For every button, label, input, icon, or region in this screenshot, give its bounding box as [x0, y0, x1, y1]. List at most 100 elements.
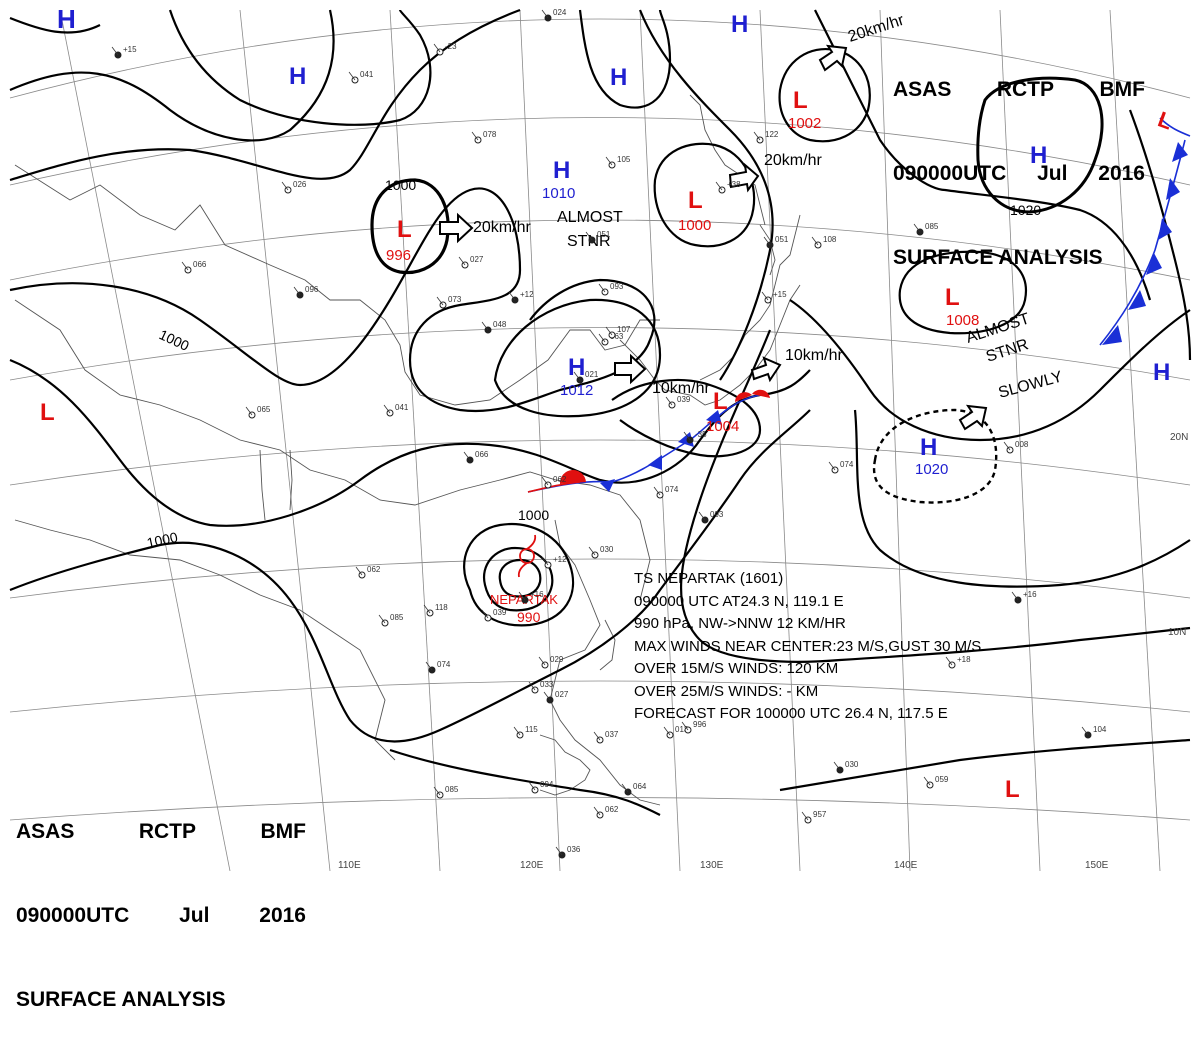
- isobar-label: 1020: [1010, 202, 1041, 218]
- header-line-3: SURFACE ANALYSIS: [16, 986, 306, 1014]
- station-value: 059: [935, 775, 949, 784]
- wind-barb: [761, 291, 769, 301]
- station-value: 093: [710, 510, 724, 519]
- station-value: +15: [123, 45, 137, 54]
- lon-label: 120E: [520, 860, 544, 871]
- station-value: 064: [633, 782, 647, 791]
- header-code-2: RCTP: [138, 820, 197, 843]
- station-value: 013: [675, 725, 689, 734]
- lon-label: 110E: [338, 860, 361, 871]
- station-value: +16: [1023, 590, 1037, 599]
- motion-arrow: [958, 404, 988, 431]
- high-dashed-isobar: [872, 408, 998, 504]
- wind-barb: [598, 283, 606, 293]
- station-value: +18: [957, 655, 971, 664]
- cold-front-triangle: [1158, 218, 1172, 240]
- coastlines: [14, 94, 801, 806]
- header-month: Jul: [1037, 162, 1068, 185]
- wind-barb: [293, 286, 301, 296]
- header-time: 090000UTC: [16, 904, 130, 927]
- wind-barb: [538, 656, 546, 666]
- bulletin-line: 090000 UTC AT24.3 N, 119.1 E: [634, 592, 844, 610]
- motion-label: 10km/hr: [652, 380, 710, 397]
- station-value: 030: [845, 760, 859, 769]
- station-value: 030: [600, 545, 614, 554]
- map-background: [0, 0, 1200, 871]
- station-value: 074: [437, 660, 451, 669]
- wind-barb: [945, 656, 953, 666]
- lat-label: 20N: [1170, 432, 1188, 443]
- wind-barb: [801, 811, 809, 821]
- station-value: 039: [677, 395, 691, 404]
- wind-barb: [528, 681, 536, 691]
- wind-barb: [281, 181, 289, 191]
- high-center: H: [553, 157, 570, 184]
- pressure-centers: H H H H H 1010 H 1012 H H H 1020 L 996 L…: [40, 4, 1176, 803]
- high-center: H: [57, 4, 76, 34]
- wind-barb: [663, 726, 671, 736]
- header-code-3: BMF: [1099, 78, 1146, 101]
- header-title: SURFACE ANALYSIS: [893, 246, 1103, 269]
- wind-barb: [811, 236, 819, 246]
- low-center-value: 1000: [678, 217, 711, 234]
- wind-barb: [481, 609, 489, 619]
- wind-barb: [1003, 441, 1011, 451]
- header-year: 2016: [1098, 162, 1145, 185]
- wind-barb: [828, 461, 836, 471]
- station-value: 062: [367, 565, 381, 574]
- wind-barb: [683, 431, 691, 441]
- station-value: 996: [693, 720, 707, 729]
- cold-front-line-east: [1099, 139, 1186, 346]
- station-value: 048: [493, 320, 507, 329]
- station-value: 027: [555, 690, 569, 699]
- isobar-label: 1000: [518, 507, 549, 523]
- wind-barb: [598, 333, 606, 343]
- wind-barb: [433, 786, 441, 796]
- motion-label: ALMOST: [557, 209, 623, 226]
- bulletin-line: MAX WINDS NEAR CENTER:23 M/S,GUST 30 M/S: [634, 637, 982, 655]
- header-time: 090000UTC: [893, 162, 1007, 185]
- station-value: 074: [665, 485, 679, 494]
- station-value: 021: [585, 370, 599, 379]
- station-value: 026: [293, 180, 307, 189]
- header-year: 2016: [259, 904, 306, 927]
- station-value: -23: [445, 42, 457, 51]
- low-center-value: 1002: [788, 115, 821, 132]
- wind-barb: [181, 261, 189, 271]
- header-bottom-left: ASAS RCTP BMF 090000UTC Jul 2016 SURFACE ANA…: [16, 762, 306, 1042]
- wind-barb: [681, 721, 689, 731]
- wind-barb: [653, 486, 661, 496]
- cold-front-triangle: [1166, 178, 1180, 200]
- header-line-1: ASAS RCTP BMF: [16, 818, 306, 846]
- high-center: H: [731, 11, 748, 38]
- grid-labels: 20N 10N 110E 120E 130E 140E 150E: [338, 432, 1188, 871]
- station-value: 051: [775, 235, 789, 244]
- wind-barb: [463, 451, 471, 461]
- motion-arrow: [614, 353, 647, 385]
- station-value: +15: [773, 290, 787, 299]
- lon-label: 140E: [894, 860, 918, 871]
- station-value: +12: [520, 290, 534, 299]
- station-value: 062: [605, 805, 619, 814]
- station-value: 027: [470, 255, 484, 264]
- wind-barb: [833, 761, 841, 771]
- bulletin-line: 990 hPa, NW->NNW 12 KM/HR: [634, 615, 846, 632]
- low-center: L: [945, 284, 960, 311]
- station-value: +12: [553, 555, 567, 564]
- cold-front-triangle: [706, 410, 722, 425]
- low-center: L: [793, 87, 808, 114]
- cold-front-triangle: [600, 479, 615, 492]
- station-value: -35: [695, 430, 707, 439]
- station-value: 033: [540, 680, 554, 689]
- header-code-1: ASAS: [16, 820, 75, 843]
- motion-label: 20km/hr: [764, 152, 822, 169]
- isobar-labels: 1000 1000 1000 1000 1020: [145, 177, 1041, 551]
- wind-barb: [245, 406, 253, 416]
- wind-barb: [555, 846, 563, 856]
- header-line-3: SURFACE ANALYSIS: [893, 244, 1145, 272]
- low-center: L: [40, 399, 55, 426]
- wind-barb: [425, 661, 433, 671]
- cold-front-triangle: [1172, 142, 1188, 162]
- wind-barb: [436, 296, 444, 306]
- wind-barb: [541, 556, 549, 566]
